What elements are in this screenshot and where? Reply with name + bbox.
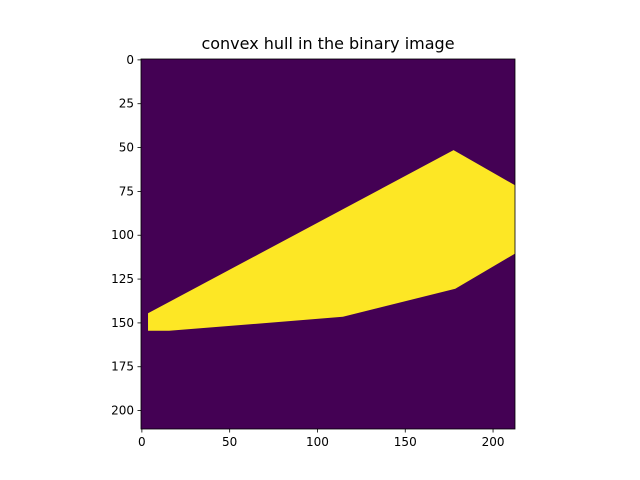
x-axis: 0 50 100 150 200 [138, 429, 505, 449]
y-tick-label: 75 [119, 184, 134, 198]
y-tick-label: 100 [111, 228, 134, 242]
convex-hull-region [148, 150, 515, 331]
y-tick-label: 50 [119, 141, 134, 155]
y-tick-label: 150 [111, 316, 134, 330]
x-tick-label: 50 [222, 435, 237, 449]
y-tick-label: 200 [111, 404, 134, 418]
y-tick-label: 175 [111, 360, 134, 374]
x-tick-label: 100 [306, 435, 329, 449]
chart-title: convex hull in the binary image [201, 34, 454, 53]
x-tick-label: 150 [394, 435, 417, 449]
x-tick-label: 0 [138, 435, 146, 449]
y-tick-label: 125 [111, 272, 134, 286]
y-axis: 0 25 50 75 100 125 150 175 200 [111, 53, 141, 418]
axes-frame [140, 58, 516, 430]
y-tick-label: 25 [119, 97, 134, 111]
x-tick-label: 200 [482, 435, 505, 449]
y-tick-label: 0 [126, 53, 134, 67]
plot-area [140, 58, 516, 430]
